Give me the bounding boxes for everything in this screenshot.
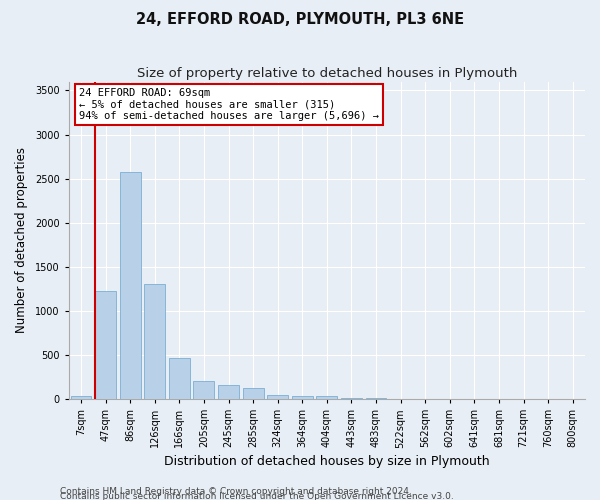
X-axis label: Distribution of detached houses by size in Plymouth: Distribution of detached houses by size … <box>164 454 490 468</box>
Bar <box>316 396 337 399</box>
Bar <box>242 388 263 399</box>
Text: Contains HM Land Registry data © Crown copyright and database right 2024.: Contains HM Land Registry data © Crown c… <box>60 487 412 496</box>
Bar <box>193 382 214 399</box>
Bar <box>267 394 288 399</box>
Bar <box>71 396 91 399</box>
Title: Size of property relative to detached houses in Plymouth: Size of property relative to detached ho… <box>137 68 517 80</box>
Text: 24 EFFORD ROAD: 69sqm
← 5% of detached houses are smaller (315)
94% of semi-deta: 24 EFFORD ROAD: 69sqm ← 5% of detached h… <box>79 88 379 121</box>
Bar <box>95 292 116 399</box>
Y-axis label: Number of detached properties: Number of detached properties <box>15 148 28 334</box>
Bar <box>169 358 190 399</box>
Bar <box>120 172 140 399</box>
Text: Contains public sector information licensed under the Open Government Licence v3: Contains public sector information licen… <box>60 492 454 500</box>
Bar <box>218 385 239 399</box>
Bar <box>145 284 165 399</box>
Text: 24, EFFORD ROAD, PLYMOUTH, PL3 6NE: 24, EFFORD ROAD, PLYMOUTH, PL3 6NE <box>136 12 464 28</box>
Bar <box>365 398 386 399</box>
Bar <box>292 396 313 399</box>
Bar <box>341 398 362 399</box>
